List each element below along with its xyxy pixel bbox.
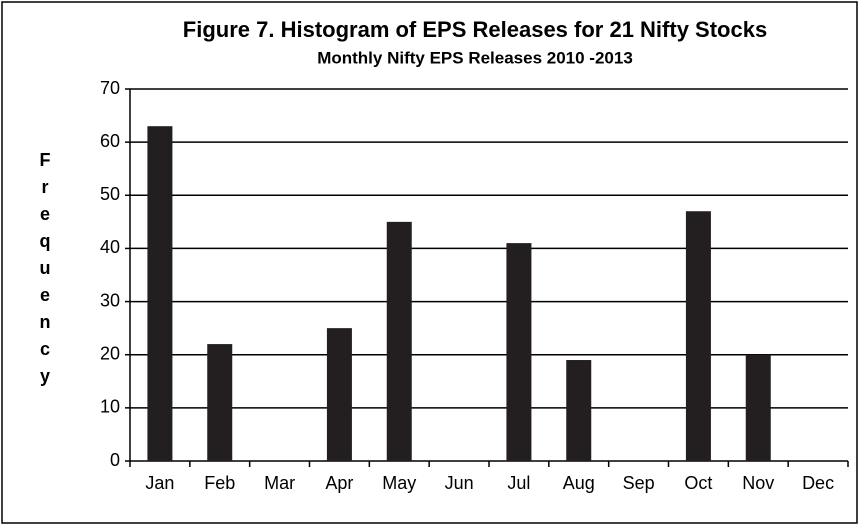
bar — [207, 344, 233, 461]
chart-title: Figure 7. Histogram of EPS Releases for … — [183, 17, 767, 42]
bar — [386, 221, 412, 461]
bar — [685, 211, 711, 461]
y-axis-label: Frequency — [35, 150, 55, 393]
x-tick-label: Jul — [507, 473, 530, 493]
y-tick-label: 20 — [100, 343, 120, 363]
x-tick-label: Aug — [563, 473, 595, 493]
bar — [745, 354, 771, 461]
x-tick-label: Feb — [204, 473, 235, 493]
x-tick-label: Mar — [264, 473, 295, 493]
bar — [566, 360, 592, 461]
x-tick-label: Oct — [684, 473, 712, 493]
x-tick-label: Jun — [445, 473, 474, 493]
y-tick-label: 30 — [100, 290, 120, 310]
y-tick-label: 40 — [100, 237, 120, 257]
x-tick-label: Sep — [623, 473, 655, 493]
y-tick-label: 60 — [100, 131, 120, 151]
bar — [506, 243, 532, 461]
y-tick-label: 0 — [110, 450, 120, 470]
y-tick-label: 10 — [100, 397, 120, 417]
chart-subtitle: Monthly Nifty EPS Releases 2010 -2013 — [317, 48, 633, 67]
bar — [147, 126, 173, 461]
x-tick-label: May — [382, 473, 416, 493]
x-tick-label: Dec — [802, 473, 834, 493]
x-tick-label: Nov — [742, 473, 774, 493]
y-tick-label: 50 — [100, 184, 120, 204]
x-tick-label: Apr — [325, 473, 353, 493]
bar — [326, 328, 352, 461]
y-tick-label: 70 — [100, 78, 120, 98]
x-tick-label: Jan — [145, 473, 174, 493]
